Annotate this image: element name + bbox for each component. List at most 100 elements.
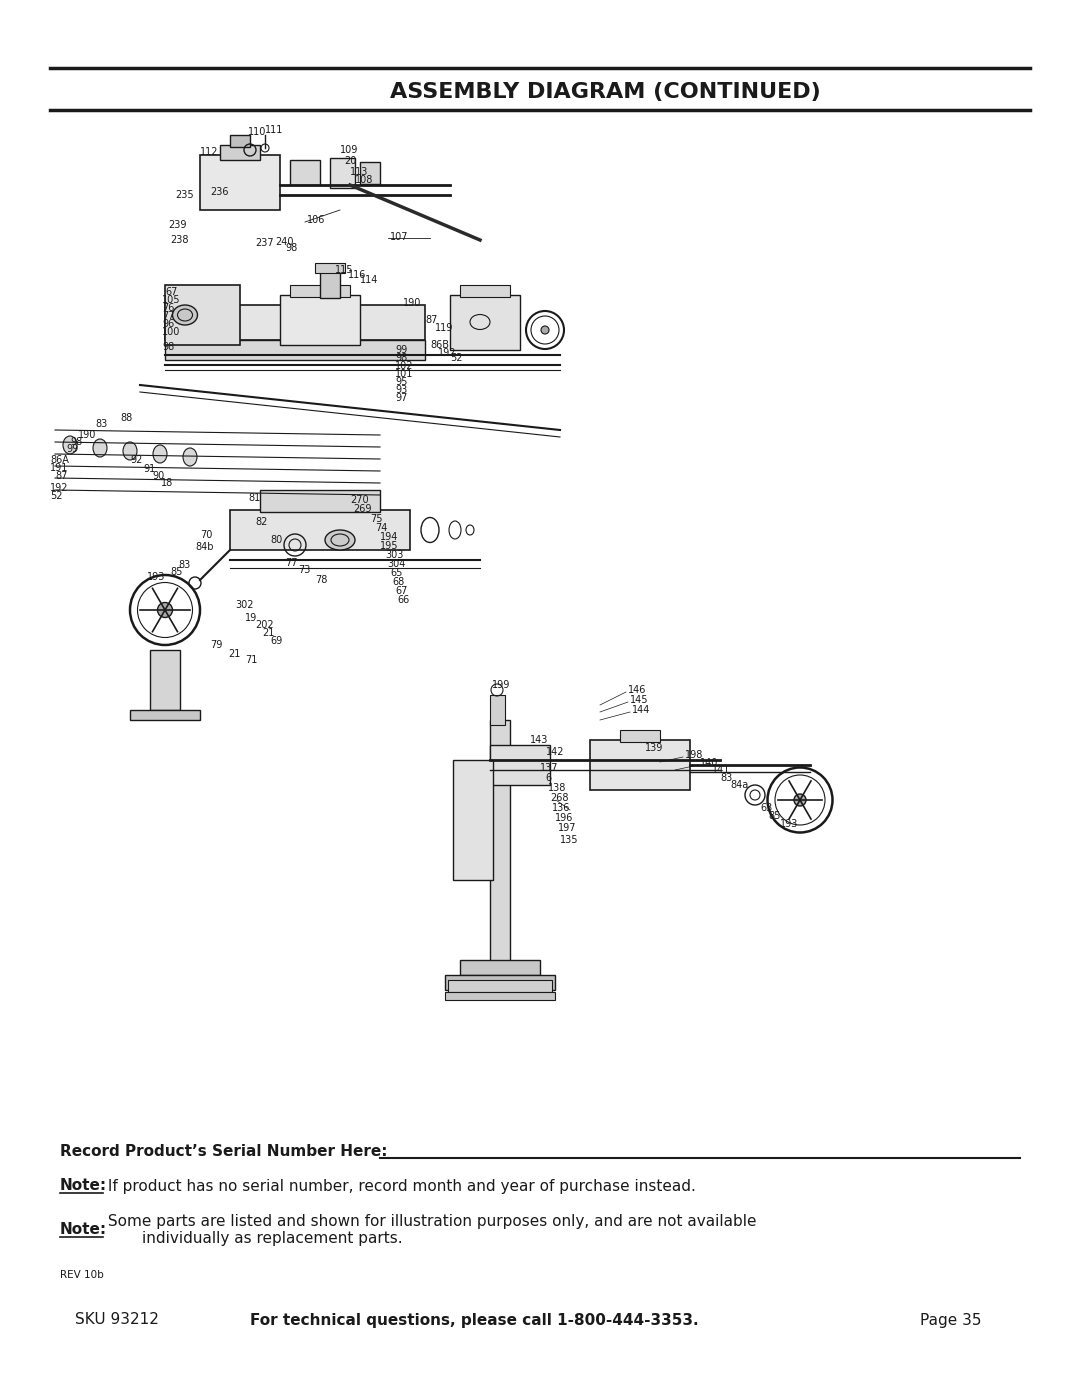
- Text: 83: 83: [720, 773, 732, 782]
- Text: 240: 240: [275, 237, 294, 247]
- Text: 115: 115: [335, 265, 353, 275]
- Text: 268: 268: [550, 793, 568, 803]
- Text: 100: 100: [162, 327, 180, 337]
- Text: 87: 87: [55, 471, 67, 481]
- Text: 6: 6: [545, 773, 551, 782]
- Text: 77: 77: [162, 312, 175, 321]
- Bar: [490, 694, 505, 725]
- Bar: [320, 270, 340, 298]
- Text: 102: 102: [395, 360, 414, 372]
- Bar: [453, 760, 492, 880]
- Text: 98: 98: [162, 342, 174, 352]
- Ellipse shape: [541, 326, 549, 334]
- Bar: [620, 731, 660, 742]
- Text: 21: 21: [228, 650, 241, 659]
- Text: 193: 193: [147, 571, 165, 583]
- Text: 85: 85: [170, 567, 183, 577]
- Text: REV 10b: REV 10b: [60, 1270, 104, 1280]
- Text: 93: 93: [395, 386, 407, 395]
- Bar: [130, 710, 200, 719]
- Text: 78: 78: [315, 576, 327, 585]
- Text: 92: 92: [130, 455, 143, 465]
- Text: 190: 190: [403, 298, 421, 307]
- Ellipse shape: [183, 448, 197, 467]
- Text: 79: 79: [210, 640, 222, 650]
- Text: 202: 202: [255, 620, 273, 630]
- Text: 75: 75: [370, 514, 382, 524]
- Text: 199: 199: [492, 680, 511, 690]
- Text: 145: 145: [630, 694, 648, 705]
- Text: 270: 270: [350, 495, 368, 504]
- Bar: [460, 960, 540, 975]
- Text: 119: 119: [435, 323, 454, 332]
- Bar: [315, 263, 345, 272]
- Text: 85: 85: [768, 812, 781, 821]
- Text: 114: 114: [360, 275, 378, 285]
- Text: 140: 140: [700, 759, 718, 768]
- Text: 143: 143: [530, 735, 549, 745]
- Text: 107: 107: [390, 232, 408, 242]
- Text: 269: 269: [353, 504, 372, 514]
- Text: 68: 68: [392, 577, 404, 587]
- Bar: [590, 740, 690, 789]
- Bar: [490, 745, 550, 785]
- Text: 73: 73: [298, 564, 310, 576]
- Text: 236: 236: [210, 187, 229, 197]
- Text: If product has no serial number, record month and year of purchase instead.: If product has no serial number, record …: [103, 1179, 696, 1193]
- Text: 192: 192: [438, 348, 457, 358]
- Text: 194: 194: [380, 532, 399, 542]
- Bar: [291, 285, 350, 298]
- Text: 67: 67: [395, 585, 407, 597]
- Bar: [230, 136, 249, 147]
- Text: 19: 19: [245, 613, 257, 623]
- Text: 237: 237: [255, 237, 273, 249]
- Text: 146: 146: [627, 685, 646, 694]
- Text: 137: 137: [540, 763, 558, 773]
- Text: 101: 101: [395, 369, 414, 379]
- Ellipse shape: [123, 441, 137, 460]
- Text: 136: 136: [552, 803, 570, 813]
- Text: 113: 113: [350, 168, 368, 177]
- Text: 86A: 86A: [50, 455, 69, 465]
- Text: 52: 52: [50, 490, 63, 502]
- Text: 63: 63: [760, 803, 772, 813]
- Bar: [260, 490, 380, 511]
- Ellipse shape: [158, 602, 173, 617]
- Text: For technical questions, please call 1-800-444-3353.: For technical questions, please call 1-8…: [249, 1313, 699, 1327]
- Ellipse shape: [63, 436, 77, 454]
- Text: 196: 196: [555, 813, 573, 823]
- Text: 21: 21: [262, 629, 274, 638]
- Text: 198: 198: [685, 750, 703, 760]
- Ellipse shape: [794, 793, 806, 806]
- Text: 193: 193: [780, 819, 798, 828]
- Text: 302: 302: [235, 599, 254, 610]
- Text: 84b: 84b: [195, 542, 214, 552]
- Bar: [280, 295, 360, 345]
- Text: 76: 76: [162, 303, 174, 313]
- Bar: [230, 510, 410, 550]
- Text: 70: 70: [200, 529, 213, 541]
- Bar: [330, 158, 355, 189]
- Text: 110: 110: [248, 127, 267, 137]
- Ellipse shape: [153, 446, 167, 462]
- Text: 80: 80: [270, 535, 282, 545]
- Text: 238: 238: [170, 235, 189, 244]
- Bar: [445, 975, 555, 990]
- Text: 195: 195: [380, 541, 399, 550]
- Bar: [291, 161, 320, 184]
- Bar: [165, 339, 426, 360]
- Text: 192: 192: [50, 483, 68, 493]
- Text: 83: 83: [95, 419, 107, 429]
- Text: 303: 303: [384, 550, 403, 560]
- Ellipse shape: [173, 305, 198, 326]
- Text: 82: 82: [255, 517, 268, 527]
- Text: 88: 88: [120, 414, 132, 423]
- Text: Note:: Note:: [60, 1179, 107, 1193]
- Text: 235: 235: [175, 190, 193, 200]
- Text: 111: 111: [265, 124, 283, 136]
- Text: Some parts are listed and shown for illustration purposes only, and are not avai: Some parts are listed and shown for illu…: [103, 1214, 756, 1246]
- Text: 66: 66: [397, 595, 409, 605]
- Text: 77: 77: [285, 557, 297, 569]
- Text: 116: 116: [348, 270, 366, 279]
- Text: 81: 81: [248, 493, 260, 503]
